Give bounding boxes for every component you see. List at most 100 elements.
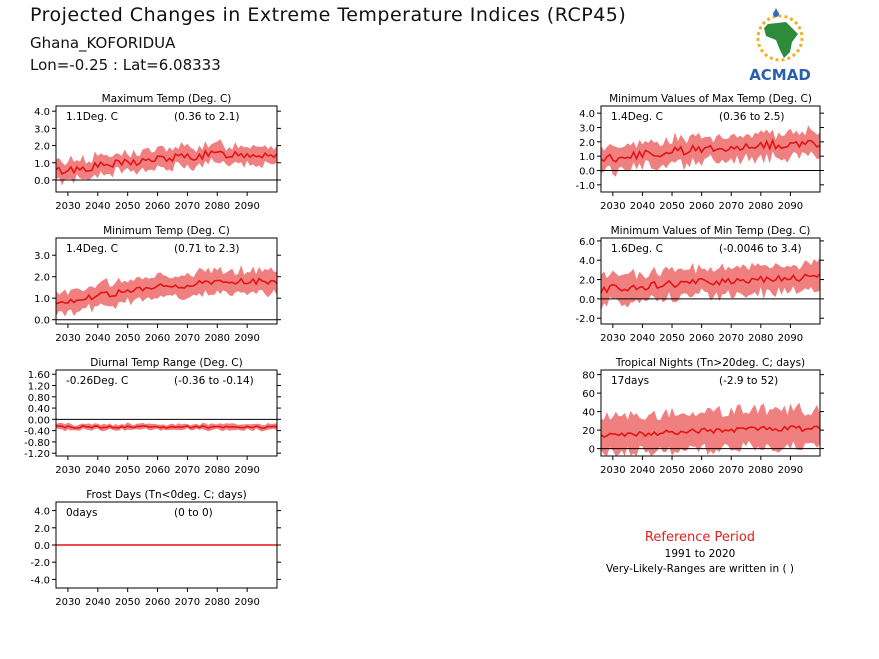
y-tick-label: 0.00 [28, 415, 50, 426]
x-tick-label: 2080 [748, 465, 773, 476]
chart-max-temp: Maximum Temp (Deg. C) 1.1Deg. C (0.36 to 2… [34, 93, 281, 212]
x-tick-label: 2040 [85, 465, 110, 476]
y-tick-label: 1.60 [28, 370, 50, 381]
x-tick-label: 2070 [718, 201, 743, 212]
y-tick-label: 4.0 [579, 109, 595, 120]
x-tick-label: 2090 [234, 465, 259, 476]
y-tick-label: 2.0 [34, 142, 50, 153]
x-tick-label: 2080 [748, 333, 773, 344]
range-label: (-2.9 to 52) [719, 375, 778, 387]
y-tick-label: 4.0 [34, 507, 50, 518]
x-tick-label: 2040 [85, 597, 110, 608]
x-tick-label: 2040 [630, 201, 655, 212]
mean-line [55, 149, 278, 175]
mean-line [600, 138, 821, 163]
y-tick-label: 1.0 [34, 159, 50, 170]
chart-max-values-max-temp: Maximum Values of Max Temp (Deg. C)0.91D… [290, 90, 580, 220]
chart-diurnal-temp-range: Diurnal Temp Range (Deg. C) -0.26Deg. C (-… [24, 357, 281, 476]
x-tick-label: 2050 [659, 465, 684, 476]
mean-value-label: 0days [66, 507, 97, 519]
mean-value-label: 1.4Deg. C [611, 111, 663, 123]
plot-frame [55, 237, 278, 325]
chart-title: Frost Days (Tn<0deg. C; days) [86, 489, 246, 501]
y-tick-label: -0.40 [24, 427, 50, 438]
x-tick-label: 2050 [115, 333, 140, 344]
mean-value-label: 1.4Deg. C [66, 243, 118, 255]
x-tick-label: 2090 [778, 333, 803, 344]
y-tick-label: 0.40 [28, 404, 50, 415]
x-tick-label: 2070 [175, 333, 200, 344]
mean-line [600, 425, 821, 439]
africa-map-logo-icon [756, 8, 804, 62]
chart-title: Minimum Values of Min Temp (Deg. C) [611, 225, 811, 237]
y-tick-label: -2.0 [575, 314, 595, 325]
mean-value-label: -0.26Deg. C [66, 375, 128, 387]
y-tick-label: -0.80 [24, 438, 50, 449]
mean-value-label: 1.1Deg. C [66, 111, 118, 123]
x-tick-label: 2040 [630, 465, 655, 476]
chart-max-values-min-temp: Maximum Values of Min Temp (Deg. C)1.4De… [290, 222, 580, 352]
y-tick-label: 1.0 [579, 152, 595, 163]
x-tick-label: 2040 [630, 333, 655, 344]
y-tick-label: 60 [582, 389, 595, 400]
y-tick-label: -2.0 [30, 558, 50, 569]
range-label: (0.71 to 2.3) [174, 243, 240, 255]
chart-title: Minimum Temp (Deg. C) [103, 225, 230, 237]
range-label: (0 to 0) [174, 507, 213, 519]
x-tick-label: 2050 [659, 333, 684, 344]
chart-frost-days: Frost Days (Tn<0deg. C; days) 0days (0 to … [30, 489, 281, 608]
x-tick-label: 2060 [689, 333, 714, 344]
location-name: Ghana_KOFORIDUA [30, 34, 176, 52]
y-tick-label: 2.0 [34, 273, 50, 284]
x-tick-label: 2050 [115, 465, 140, 476]
x-tick-label: 2060 [145, 597, 170, 608]
range-label: (0.36 to 2.1) [174, 111, 240, 123]
y-tick-label: 2.0 [579, 276, 595, 287]
plot-frame [55, 105, 278, 193]
uncertainty-band [56, 422, 277, 432]
range-label: (-0.0046 to 3.4) [719, 243, 802, 255]
x-tick-label: 2030 [600, 333, 625, 344]
x-tick-label: 2050 [115, 597, 140, 608]
uncertainty-band [56, 265, 277, 317]
x-tick-label: 2080 [205, 597, 230, 608]
x-tick-label: 2090 [778, 465, 803, 476]
x-tick-label: 2030 [55, 333, 80, 344]
chart-tropical-nights: Tropical Nights (Tn>20deg. C; days) 17day… [582, 357, 824, 476]
x-tick-label: 2070 [175, 597, 200, 608]
x-tick-label: 2080 [205, 465, 230, 476]
mean-line [600, 273, 821, 295]
logo-text: ACMAD [749, 66, 811, 84]
mean-line [55, 425, 278, 430]
location-coords: Lon=-0.25 : Lat=6.08333 [30, 56, 221, 74]
uncertainty-band [56, 139, 277, 186]
chart-min-values-min-temp: Minimum Values of Min Temp (Deg. C) 1.6De… [575, 225, 824, 344]
x-tick-label: 2030 [600, 201, 625, 212]
y-tick-label: 4.0 [34, 107, 50, 118]
y-tick-label: 1.20 [28, 382, 50, 393]
plot-frame [600, 369, 821, 457]
x-tick-label: 2060 [689, 201, 714, 212]
y-tick-label: -4.0 [30, 575, 50, 586]
y-tick-label: 40 [582, 408, 595, 419]
x-tick-label: 2040 [85, 333, 110, 344]
x-tick-label: 2060 [145, 465, 170, 476]
y-tick-label: 3.0 [34, 251, 50, 262]
y-tick-label: 0.0 [34, 316, 50, 327]
chart-summer-days: Summer Days (Tx>30deg. C; days)50days(-9… [290, 354, 580, 484]
x-tick-label: 2030 [55, 465, 80, 476]
x-tick-label: 2090 [234, 333, 259, 344]
chart-min-temp: Minimum Temp (Deg. C) 1.4Deg. C (0.71 to 2… [34, 225, 281, 344]
y-tick-label: 4.0 [579, 256, 595, 267]
reference-period-title: Reference Period [644, 530, 756, 545]
y-tick-label: 0.0 [579, 167, 595, 178]
x-tick-label: 2080 [205, 201, 230, 212]
x-tick-label: 2080 [205, 333, 230, 344]
x-tick-label: 2060 [145, 201, 170, 212]
plot-frame [55, 369, 278, 457]
range-label: (-0.36 to -0.14) [174, 375, 254, 387]
y-tick-label: 1.0 [34, 294, 50, 305]
x-tick-label: 2040 [85, 201, 110, 212]
x-tick-label: 2050 [115, 201, 140, 212]
chart-title: Maximum Temp (Deg. C) [102, 93, 232, 105]
